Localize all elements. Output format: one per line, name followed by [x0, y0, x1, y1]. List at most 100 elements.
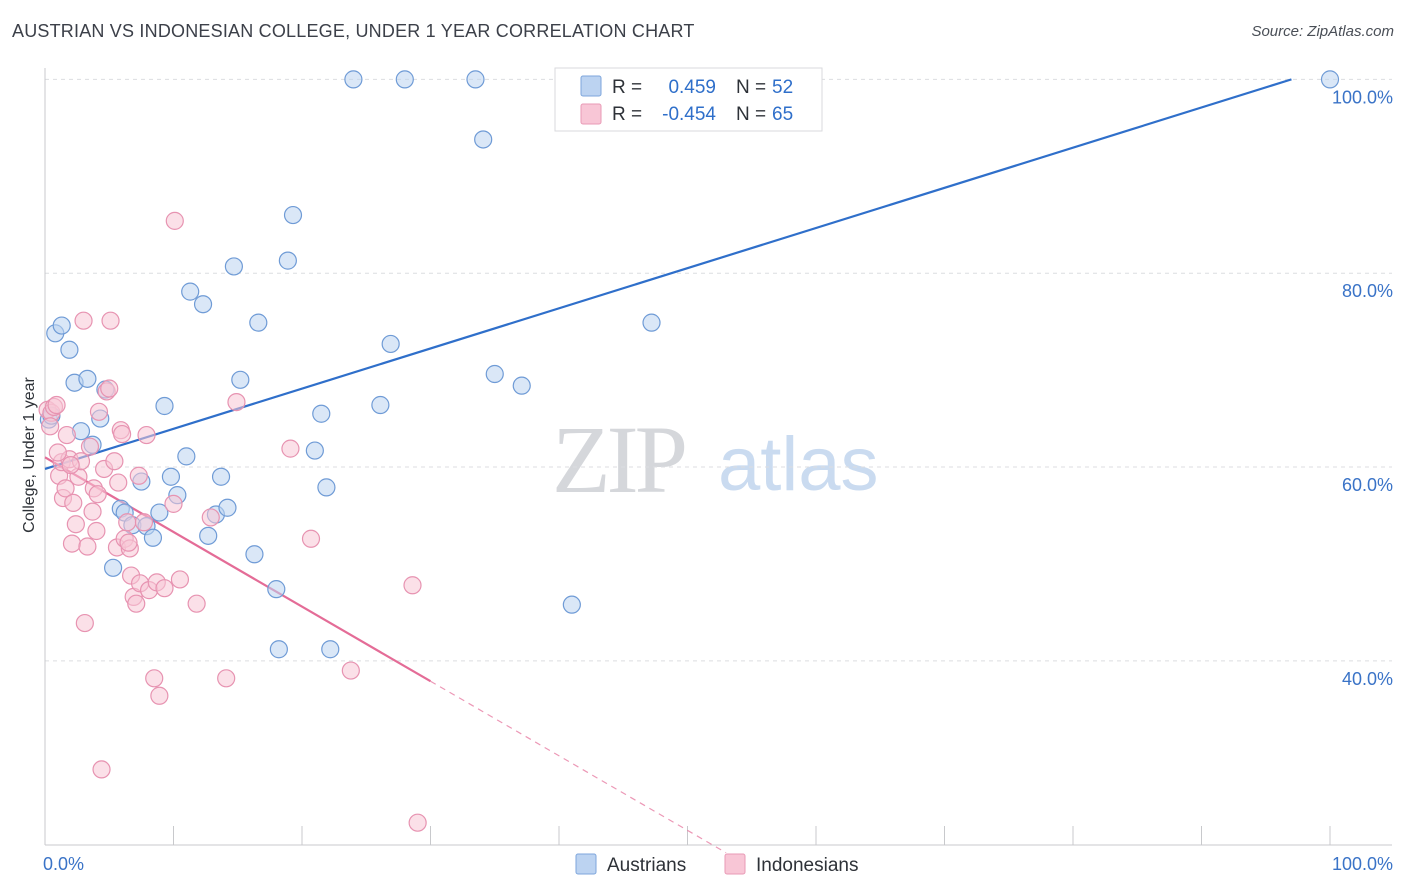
watermark-suffix: atlas — [718, 422, 879, 507]
point-austrians — [181, 282, 200, 301]
point-indonesians — [281, 439, 300, 458]
y-axis-title: College, Under 1 year — [21, 377, 38, 533]
point-indonesians — [48, 443, 67, 462]
point-indonesians — [118, 513, 137, 532]
point-austrians — [466, 70, 485, 89]
point-austrians — [211, 467, 231, 486]
legend-r-label: R = — [612, 104, 642, 125]
point-indonesians — [47, 395, 66, 415]
point-indonesians — [74, 311, 93, 330]
point-indonesians — [403, 576, 422, 595]
point-indonesians — [41, 417, 60, 436]
point-austrians — [78, 369, 97, 388]
legend: R = 0.459 N = 52 R = -0.454 N = 65 — [554, 67, 823, 132]
legend-r-label: R = — [612, 77, 642, 98]
point-indonesians — [87, 521, 106, 541]
point-austrians — [52, 316, 71, 335]
point-austrians — [283, 205, 303, 225]
point-indonesians — [64, 493, 83, 512]
watermark-brand: ZIP — [552, 406, 685, 513]
point-indonesians — [109, 473, 128, 492]
point-austrians — [562, 595, 581, 614]
point-indonesians — [89, 402, 109, 421]
bottom-legend-label-austrians: Austrians — [607, 855, 686, 876]
point-austrians — [642, 313, 661, 332]
point-austrians — [150, 503, 169, 522]
legend-r-value: 0.459 — [668, 77, 716, 98]
point-austrians — [1320, 70, 1340, 89]
bottom-legend-swatch-austrians — [575, 853, 597, 875]
point-indonesians — [57, 425, 76, 445]
point-indonesians — [83, 502, 102, 521]
point-indonesians — [56, 479, 75, 498]
trend-line-austrians — [44, 78, 1292, 471]
y-tick-label: 80.0% — [1342, 281, 1393, 301]
point-austrians — [485, 364, 504, 384]
data-points — [38, 70, 1340, 832]
point-indonesians — [92, 760, 111, 779]
point-austrians — [269, 640, 288, 659]
point-indonesians — [88, 485, 107, 504]
point-austrians — [245, 545, 264, 564]
point-austrians — [317, 478, 336, 497]
legend-n-label: N = — [736, 77, 766, 98]
point-indonesians — [150, 686, 169, 705]
point-austrians — [155, 396, 174, 416]
point-indonesians — [170, 570, 190, 589]
point-indonesians — [301, 529, 321, 548]
x-tick-label: 0.0% — [43, 854, 84, 874]
y-tick-label: 40.0% — [1342, 669, 1393, 689]
point-indonesians — [217, 669, 236, 688]
point-austrians — [224, 257, 243, 276]
legend-r-value: -0.454 — [662, 104, 716, 125]
x-tick-label: 100.0% — [1332, 854, 1393, 874]
point-indonesians — [155, 579, 174, 598]
point-austrians — [193, 295, 213, 314]
legend-swatch-indonesians — [580, 103, 602, 125]
chart-title: AUSTRIAN VS INDONESIAN COLLEGE, UNDER 1 … — [12, 21, 695, 41]
point-indonesians — [164, 494, 183, 513]
point-indonesians — [101, 311, 120, 330]
point-indonesians — [112, 424, 132, 444]
point-indonesians — [134, 513, 154, 532]
chart-source: Source: ZipAtlas.com — [1251, 23, 1394, 40]
watermark: ZIP atlas — [552, 406, 879, 513]
point-austrians — [161, 467, 181, 486]
point-austrians — [249, 313, 268, 332]
point-austrians — [231, 370, 250, 389]
y-tick-label: 100.0% — [1332, 87, 1393, 107]
point-austrians — [312, 404, 331, 423]
point-indonesians — [61, 455, 80, 475]
legend-n-label: N = — [736, 104, 766, 125]
point-austrians — [371, 395, 390, 415]
point-austrians — [305, 441, 324, 460]
point-indonesians — [227, 393, 246, 412]
point-indonesians — [129, 466, 148, 485]
point-austrians — [395, 70, 414, 89]
point-austrians — [278, 251, 297, 270]
point-indonesians — [408, 813, 427, 832]
legend-swatch-austrians — [580, 75, 602, 97]
point-austrians — [267, 580, 286, 599]
point-indonesians — [119, 533, 138, 552]
axes: 40.0% 60.0% 80.0% 100.0% 0.0% 100.0% — [43, 68, 1393, 874]
point-austrians — [218, 498, 237, 517]
point-austrians — [321, 640, 340, 659]
point-austrians — [104, 558, 123, 577]
trend-line-indonesians — [44, 456, 432, 683]
point-austrians — [143, 528, 163, 547]
point-austrians — [199, 526, 218, 545]
point-indonesians — [165, 211, 184, 230]
legend-n-value: 52 — [772, 77, 793, 98]
point-indonesians — [62, 534, 82, 553]
legend-n-value: 65 — [772, 104, 793, 125]
point-indonesians — [100, 379, 119, 398]
point-indonesians — [78, 537, 97, 556]
point-indonesians — [75, 613, 94, 633]
point-indonesians — [80, 437, 100, 456]
point-austrians — [512, 376, 531, 395]
point-indonesians — [105, 452, 124, 471]
point-indonesians — [201, 508, 220, 527]
point-austrians — [344, 70, 363, 89]
point-indonesians — [66, 515, 85, 534]
